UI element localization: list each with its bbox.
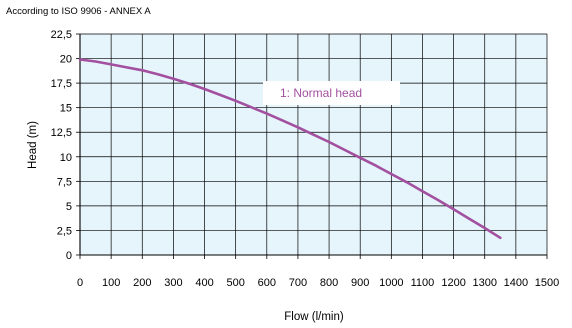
series-label-text: 1: Normal head — [280, 86, 362, 100]
x-tick-label: 900 — [351, 277, 369, 289]
x-tick-label: 1000 — [379, 277, 403, 289]
y-tick-label: 0 — [66, 250, 72, 262]
series-label-background — [263, 81, 400, 105]
x-tick-label: 0 — [77, 277, 83, 289]
x-tick-label: 1200 — [441, 277, 465, 289]
x-tick-label: 1400 — [504, 277, 528, 289]
header-note: According to ISO 9906 - ANNEX A — [6, 6, 151, 17]
series-layer — [78, 58, 502, 240]
x-tick-labels: 0 100 200 300 400 500 600 700 800 900 1000 1100 1200… — [77, 277, 559, 289]
y-tick-label: 17,5 — [51, 78, 72, 90]
x-tick-label: 400 — [195, 277, 213, 289]
series-label: 1: Normal head — [263, 81, 400, 105]
x-tick-label: 1100 — [411, 277, 435, 289]
y-tick-label: 15 — [60, 103, 72, 115]
x-axis-title: Flow (l/min) — [284, 311, 344, 323]
y-tick-label: 2,5 — [57, 225, 72, 237]
y-tick-labels: 0 2,5 5 7,5 10 12,5 15 17,5 20 22,5 — [51, 29, 72, 262]
x-tick-label: 600 — [258, 277, 276, 289]
x-tick-label: 500 — [226, 277, 244, 289]
x-tick-label: 200 — [133, 277, 151, 289]
x-tick-label: 300 — [164, 277, 182, 289]
y-tick-label: 7,5 — [57, 176, 72, 188]
y-axis-title: Head (m) — [27, 121, 39, 169]
y-tick-label: 10 — [60, 152, 72, 164]
x-tick-label: 100 — [102, 277, 120, 289]
x-tick-label: 1300 — [472, 277, 496, 289]
x-tick-label: 800 — [320, 277, 338, 289]
y-tick-label: 20 — [60, 54, 72, 66]
y-tick-label: 12,5 — [51, 127, 72, 139]
y-tick-label: 5 — [66, 201, 72, 213]
x-tick-label: 1500 — [535, 277, 559, 289]
x-tick-label: 700 — [289, 277, 307, 289]
y-tick-label: 22,5 — [51, 29, 72, 41]
series-line-normal-head — [78, 58, 502, 240]
axes — [79, 34, 547, 256]
